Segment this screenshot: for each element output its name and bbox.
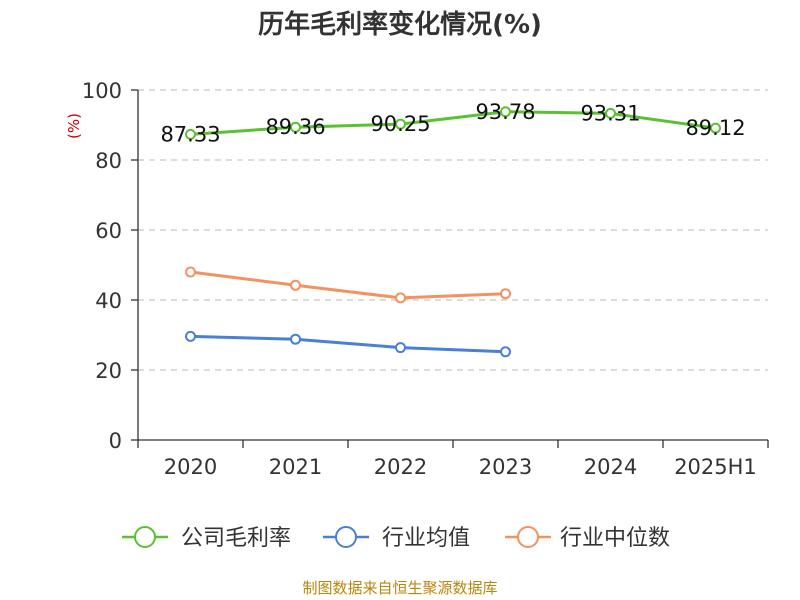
data-point[interactable] <box>290 333 301 345</box>
data-label: 93.78 <box>475 100 535 124</box>
series-line <box>190 334 506 354</box>
series-1 <box>185 330 511 358</box>
legend-marker <box>517 526 539 548</box>
data-point[interactable] <box>500 288 511 300</box>
axes: 0 20 40 60 80 100 2020 2021 2022 2023 2024 2025H1 <box>82 79 769 479</box>
y-tick-label: 80 <box>95 149 122 173</box>
legend-marker <box>134 526 156 548</box>
data-labels: 87.33 89.36 90.25 93.78 93.31 89.12 <box>160 100 745 147</box>
series-2 <box>185 266 511 304</box>
data-point[interactable] <box>185 266 196 278</box>
data-label: 93.31 <box>580 101 640 125</box>
legend-item-1[interactable]: 行业均值 <box>323 526 470 551</box>
data-point[interactable] <box>290 121 301 133</box>
x-tick-label: 2021 <box>269 455 322 479</box>
data-label: 89.36 <box>265 115 325 139</box>
data-point[interactable] <box>500 346 511 358</box>
data-point[interactable] <box>395 292 406 304</box>
data-point[interactable] <box>185 330 196 342</box>
legend[interactable]: 公司毛利率 行业均值 行业中位数 <box>122 526 670 551</box>
x-tick-label: 2023 <box>479 455 532 479</box>
legend-item-2[interactable]: 行业中位数 <box>505 526 670 551</box>
x-tick-label: 2022 <box>374 455 427 479</box>
y-tick-label: 100 <box>82 79 122 103</box>
data-point[interactable] <box>395 342 406 354</box>
y-axis-label: (%) <box>65 113 83 139</box>
data-label: 89.12 <box>685 116 745 140</box>
x-tick-label: 2024 <box>584 455 637 479</box>
y-tick-label: 60 <box>95 219 122 243</box>
series-0 <box>185 106 721 140</box>
data-point[interactable] <box>185 128 196 140</box>
x-tick-label: 2025H1 <box>674 455 757 479</box>
legend-label: 公司毛利率 <box>181 526 291 551</box>
series-line <box>190 270 506 300</box>
legend-marker <box>335 526 357 548</box>
data-point[interactable] <box>290 279 301 291</box>
y-tick-label: 40 <box>95 289 122 313</box>
x-tick-label: 2020 <box>164 455 217 479</box>
data-point[interactable] <box>710 122 721 134</box>
chart-title: 历年毛利率变化情况(%) <box>258 9 542 40</box>
data-point[interactable] <box>395 118 406 130</box>
grid-lines <box>138 89 768 371</box>
legend-label: 行业中位数 <box>560 526 670 551</box>
series-layer <box>185 106 721 358</box>
source-note: 制图数据来自恒生聚源数据库 <box>302 579 497 597</box>
data-point[interactable] <box>605 107 616 119</box>
data-label: 90.25 <box>370 112 430 136</box>
y-tick-label: 0 <box>109 429 122 453</box>
y-tick-label: 20 <box>95 359 122 383</box>
series-line <box>190 110 716 136</box>
legend-item-0[interactable]: 公司毛利率 <box>122 526 291 551</box>
legend-label: 行业均值 <box>382 526 470 551</box>
data-point[interactable] <box>500 106 511 118</box>
data-label: 87.33 <box>160 122 220 146</box>
